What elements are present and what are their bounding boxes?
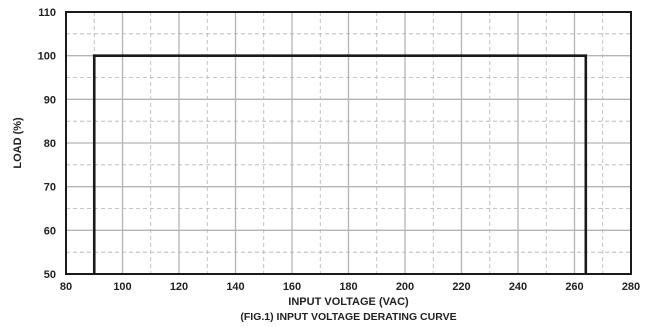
x-tick-label: 280: [622, 281, 640, 293]
x-tick-label: 120: [170, 281, 188, 293]
y-axis-label: LOAD (%): [12, 117, 24, 169]
y-tick-label: 110: [38, 7, 56, 19]
y-tick-label: 70: [44, 182, 56, 194]
x-tick-label: 160: [283, 281, 301, 293]
series-layer: [92, 54, 588, 274]
x-tick-label: 220: [452, 281, 470, 293]
x-tick-label: 180: [339, 281, 357, 293]
plot-frame: [65, 11, 632, 275]
y-tick-label: 80: [44, 138, 56, 150]
y-tick-label: 100: [38, 51, 56, 63]
x-tick-label: 140: [226, 281, 244, 293]
chart-caption: (FIG.1) INPUT VOLTAGE DERATING CURVE: [240, 311, 456, 323]
y-tick-label: 90: [44, 94, 56, 106]
x-tick-label: 260: [565, 281, 583, 293]
y-tick-labels: 50 60 70 80 90 100 110: [38, 7, 56, 281]
x-axis-label: INPUT VOLTAGE (VAC): [288, 296, 409, 308]
grid: [66, 12, 631, 274]
x-tick-label: 80: [60, 281, 72, 293]
x-tick-label: 100: [113, 281, 131, 293]
y-tick-label: 50: [44, 269, 56, 281]
y-tick-label: 60: [44, 225, 56, 237]
x-tick-label: 240: [509, 281, 527, 293]
derating-curve-line: [92, 54, 588, 274]
x-tick-label: 200: [396, 281, 414, 293]
x-tick-labels: 80 100 120 140 160 180 200 220 240 260 280: [60, 281, 640, 293]
